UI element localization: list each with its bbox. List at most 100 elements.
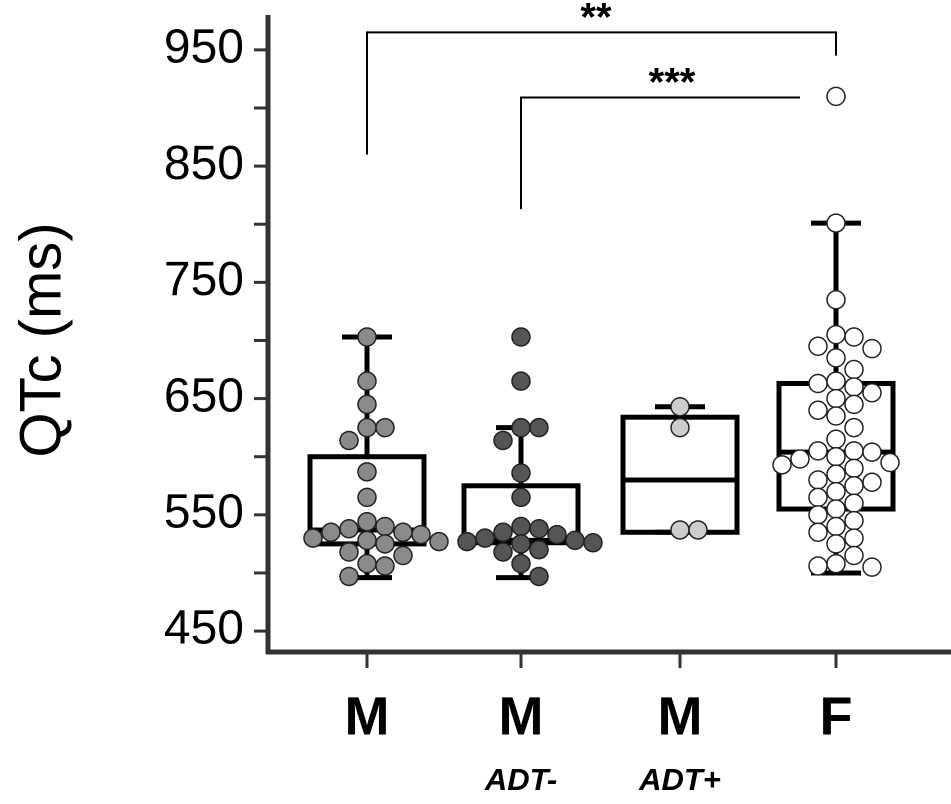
data-point: [844, 377, 864, 397]
data-point: [844, 394, 864, 415]
significance-label: ***: [649, 61, 696, 105]
data-point: [511, 371, 531, 391]
y-tick-label: 650: [164, 369, 244, 422]
data-point: [339, 430, 359, 451]
data-point: [357, 487, 377, 508]
data-point: [339, 542, 359, 562]
significance-bracket: [520, 96, 800, 210]
x-tick-label: F: [820, 686, 853, 746]
data-point: [826, 446, 846, 467]
data-point: [565, 530, 585, 551]
data-point: [393, 522, 413, 543]
y-tick-label: 550: [164, 486, 244, 539]
data-point: [547, 524, 567, 545]
data-point: [457, 531, 477, 552]
y-axis-label: QTc (ms): [8, 222, 73, 457]
data-point: [844, 493, 864, 513]
x-tick-label: M: [499, 686, 544, 746]
data-point: [808, 441, 828, 461]
data-point: [844, 458, 864, 479]
data-point: [303, 528, 323, 548]
data-point: [808, 470, 828, 490]
data-point: [790, 449, 810, 469]
data-point: [844, 417, 864, 438]
significance-bracket: [366, 31, 837, 155]
data-point: [844, 441, 864, 461]
y-tick-label: 850: [164, 137, 244, 190]
data-point: [826, 213, 846, 233]
data-point: [862, 442, 882, 462]
data-point: [511, 463, 531, 483]
y-tick-label: 950: [164, 21, 244, 74]
data-point: [511, 327, 531, 347]
data-point: [529, 417, 549, 438]
data-point: [670, 396, 690, 417]
data-point: [511, 516, 531, 537]
data-point: [493, 542, 513, 562]
x-tick-sublabel: ADT+: [638, 762, 721, 797]
data-point: [670, 417, 690, 438]
data-point: [583, 532, 603, 553]
data-point: [357, 417, 377, 438]
data-point: [826, 553, 846, 574]
data-point: [357, 530, 377, 551]
data-point: [429, 531, 449, 552]
data-point: [844, 359, 864, 380]
significance-label: **: [580, 0, 612, 39]
data-point: [511, 417, 531, 438]
data-point: [826, 388, 846, 409]
data-point: [844, 545, 864, 566]
data-point: [862, 383, 882, 403]
data-point: [339, 519, 359, 539]
data-point: [511, 553, 531, 574]
data-point: [826, 406, 846, 426]
data-point: [772, 455, 792, 475]
data-point: [844, 327, 864, 347]
y-tick-label: 450: [164, 602, 244, 655]
data-point: [357, 327, 377, 347]
data-point: [529, 539, 549, 560]
data-point: [511, 487, 531, 508]
data-point: [826, 499, 846, 519]
data-point: [493, 522, 513, 543]
data-point: [529, 566, 549, 587]
data-point: [844, 510, 864, 531]
data-point: [844, 476, 864, 496]
data-point: [375, 417, 395, 438]
data-point: [862, 557, 882, 577]
data-point: [808, 373, 828, 394]
data-point: [808, 487, 828, 508]
data-point: [357, 462, 377, 482]
data-point: [670, 520, 690, 540]
data-point: [321, 522, 341, 543]
data-point: [375, 516, 395, 537]
data-point: [393, 545, 413, 566]
data-point: [862, 338, 882, 359]
data-point: [826, 348, 846, 368]
data-point: [475, 528, 495, 548]
data-point: [826, 290, 846, 310]
data-point: [826, 324, 846, 345]
data-point: [339, 566, 359, 587]
data-point: [411, 524, 431, 545]
x-tick-label: M: [658, 686, 703, 746]
data-point: [862, 472, 882, 493]
data-point: [880, 452, 900, 473]
data-point: [357, 394, 377, 415]
y-tick-label: 750: [164, 253, 244, 306]
data-point: [826, 86, 846, 107]
data-point: [357, 371, 377, 391]
data-point: [808, 336, 828, 357]
data-point: [826, 371, 846, 391]
data-point: [357, 553, 377, 574]
data-point: [826, 481, 846, 502]
data-point: [375, 556, 395, 576]
x-tick-label: M: [345, 686, 390, 746]
data-point: [844, 528, 864, 548]
data-point: [808, 400, 828, 420]
data-point: [826, 534, 846, 554]
x-tick-sublabel: ADT-: [484, 762, 557, 797]
data-point: [808, 505, 828, 525]
data-point: [808, 556, 828, 576]
